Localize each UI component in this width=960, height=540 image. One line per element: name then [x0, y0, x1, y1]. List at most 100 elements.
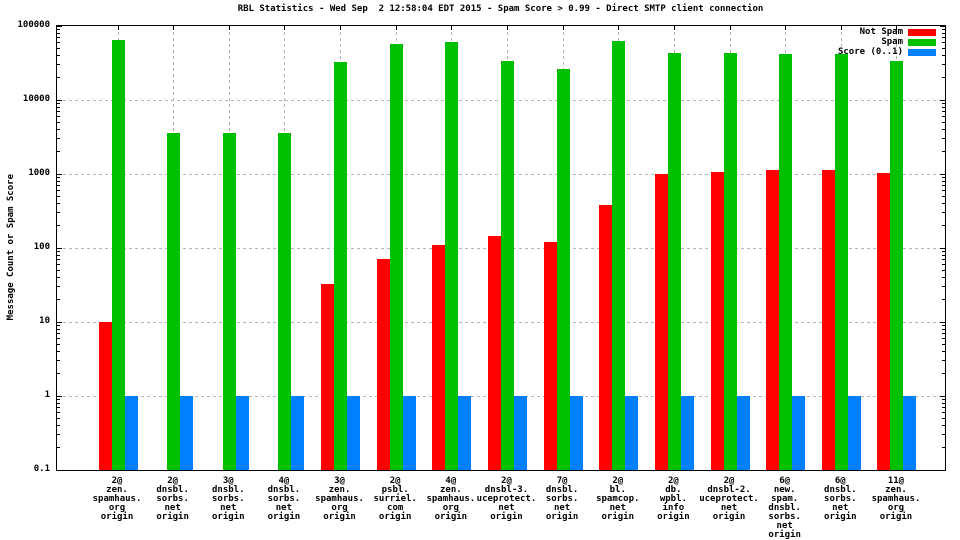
y-minor-tick	[942, 350, 945, 352]
y-minor-tick	[57, 269, 60, 271]
y-minor-tick	[942, 110, 945, 112]
x-major-tick	[173, 26, 175, 30]
bar-spam-13	[779, 53, 793, 470]
y-minor-tick	[942, 434, 945, 436]
y-major-tick	[57, 395, 62, 397]
bar-score-5	[347, 396, 361, 470]
y-minor-tick	[57, 263, 60, 265]
y-minor-tick	[942, 254, 945, 256]
x-major-tick	[228, 26, 230, 30]
y-minor-tick	[57, 258, 60, 260]
y-major-tick	[57, 99, 62, 101]
x-tick-label: 11@ zen. spamhaus. org origin	[871, 476, 921, 522]
y-tick-label: 100	[33, 242, 50, 252]
bar-notspam-8	[487, 236, 501, 470]
y-minor-tick	[942, 195, 945, 197]
y-tick-label: 10	[39, 316, 50, 326]
y-minor-tick	[57, 424, 60, 426]
y-minor-tick	[942, 36, 945, 38]
x-major-tick	[785, 26, 787, 30]
bar-spam-8	[500, 60, 514, 470]
y-minor-tick	[942, 32, 945, 34]
y-minor-tick	[57, 184, 60, 186]
y-minor-tick	[942, 180, 945, 182]
x-tick-label: 2@ dnsbl-3. uceprotect. net origin	[476, 476, 537, 522]
x-major-tick	[896, 26, 898, 30]
x-tick-label: 2@ bl. spamcop. net origin	[596, 476, 640, 522]
x-major-tick	[451, 26, 453, 30]
y-minor-tick	[942, 184, 945, 186]
y-minor-tick	[942, 121, 945, 123]
y-major-tick	[57, 25, 62, 27]
bar-spam-15	[890, 60, 904, 470]
y-minor-tick	[942, 402, 945, 404]
y-minor-tick	[942, 64, 945, 66]
y-minor-tick	[57, 254, 60, 256]
y-minor-tick	[942, 47, 945, 49]
bar-score-12	[736, 396, 750, 470]
y-minor-tick	[942, 332, 945, 334]
y-minor-tick	[942, 337, 945, 339]
y-minor-tick	[942, 411, 945, 413]
x-tick-label: 3@ dnsbl. sorbs. net origin	[212, 476, 245, 522]
y-minor-tick	[57, 286, 60, 288]
bar-notspam-11	[654, 174, 668, 470]
y-minor-tick	[942, 258, 945, 260]
y-minor-tick	[942, 128, 945, 130]
y-minor-tick	[942, 138, 945, 140]
y-minor-tick	[942, 41, 945, 43]
y-minor-tick	[57, 47, 60, 49]
x-major-tick	[729, 26, 731, 30]
y-minor-tick	[57, 225, 60, 227]
x-tick-label: 2@ dnsbl. sorbs. net origin	[156, 476, 189, 522]
y-major-tick	[57, 321, 62, 323]
legend-row-spam: Spam	[838, 37, 936, 47]
x-major-tick	[284, 26, 286, 30]
y-major-tick	[57, 469, 62, 471]
legend-label-score: Score (0..1)	[837, 47, 903, 57]
bar-score-3	[235, 396, 249, 470]
y-minor-tick	[942, 447, 945, 449]
bar-spam-10	[612, 40, 626, 470]
x-tick-label: 3@ zen. spamhaus. org origin	[315, 476, 364, 522]
y-minor-tick	[942, 328, 945, 330]
chart-title: RBL Statistics - Wed Sep 2 12:58:04 EDT …	[237, 4, 764, 14]
y-minor-tick	[57, 176, 60, 178]
bar-spam-12	[723, 53, 737, 470]
y-minor-tick	[942, 343, 945, 345]
legend-row-score: Score (0..1)	[838, 47, 936, 57]
x-tick-label: 7@ dnsbl. sorbs. net origin	[545, 476, 579, 522]
y-minor-tick	[942, 263, 945, 265]
legend: Not Spam Spam Score (0..1)	[838, 27, 936, 57]
y-minor-tick	[942, 225, 945, 227]
y-minor-tick	[57, 411, 60, 413]
x-tick-label: 4@ zen. spamhaus. org origin	[426, 476, 476, 522]
y-minor-tick	[942, 151, 945, 153]
x-major-tick	[673, 26, 675, 30]
x-major-tick	[618, 26, 620, 30]
y-minor-tick	[57, 250, 60, 252]
y-major-tick	[940, 173, 945, 175]
y-minor-tick	[57, 360, 60, 362]
y-minor-tick	[942, 28, 945, 30]
bar-spam-4	[278, 132, 292, 470]
bar-spam-6	[389, 43, 403, 470]
y-minor-tick	[942, 276, 945, 278]
x-tick-label: 2@ db. wpbl. info origin	[657, 476, 690, 522]
bar-spam-5	[334, 61, 348, 470]
y-tick-label: 10000	[22, 94, 50, 104]
bar-notspam-13	[766, 169, 780, 470]
bar-spam-7	[445, 41, 459, 470]
x-major-tick	[840, 26, 842, 30]
y-minor-tick	[57, 398, 60, 400]
y-minor-tick	[942, 373, 945, 375]
y-minor-tick	[57, 202, 60, 204]
bar-notspam-6	[376, 259, 390, 470]
y-minor-tick	[942, 406, 945, 408]
y-minor-tick	[942, 176, 945, 178]
y-minor-tick	[942, 102, 945, 104]
x-tick-label: 6@ dnsbl. sorbs. net origin	[824, 476, 857, 522]
y-minor-tick	[57, 151, 60, 153]
y-minor-tick	[942, 106, 945, 108]
y-minor-tick	[57, 406, 60, 408]
